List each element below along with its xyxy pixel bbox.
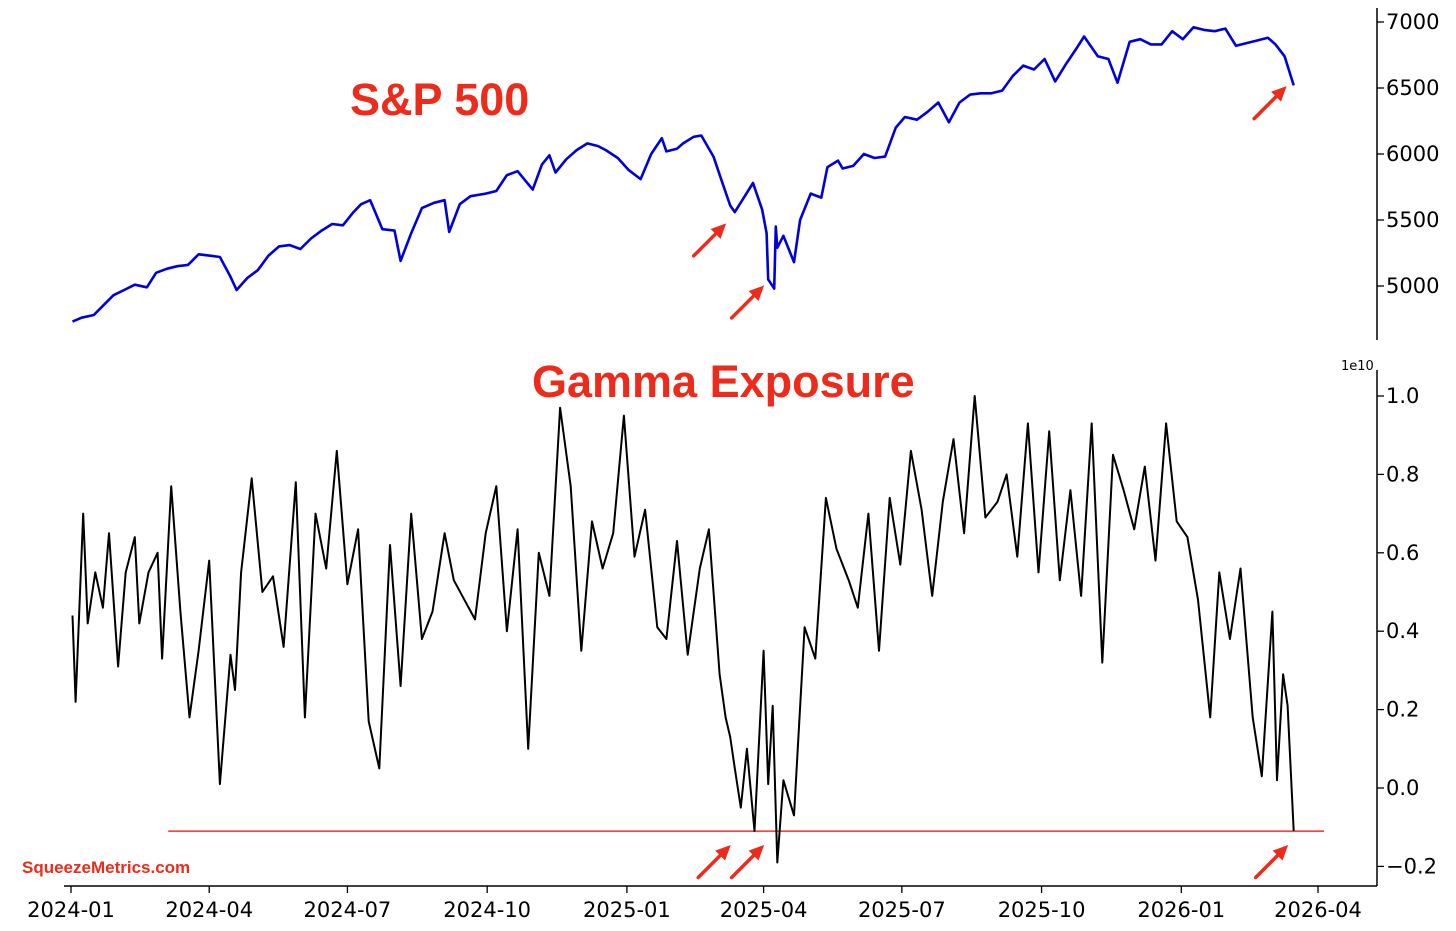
gamma-exposure-title: Gamma Exposure — [532, 356, 915, 407]
x-tick-label: 2026-04 — [1274, 898, 1362, 922]
x-tick-label: 2025-10 — [998, 898, 1086, 922]
series-line — [71, 395, 1295, 864]
annotation-arrow — [696, 844, 731, 880]
y-offset-label: 1e10 — [1341, 359, 1374, 374]
gamma-exposure-panel: −0.2 0.0 0.2 0.4 0.6 0.8 1.0 1e10 — [71, 359, 1437, 886]
y-tick-label: 1.0 — [1386, 384, 1419, 408]
series-line — [71, 25, 1295, 323]
y-tick-label: 0.8 — [1386, 462, 1419, 486]
annotation-arrows — [691, 86, 1289, 880]
annotation-arrow — [1253, 844, 1289, 880]
x-tick-label: 2024-04 — [165, 898, 253, 922]
annotation-arrow — [691, 223, 727, 258]
y-tick-label: 0.4 — [1386, 619, 1419, 643]
x-tick-label: 2024-10 — [443, 898, 531, 922]
x-tick-label: 2025-07 — [858, 898, 946, 922]
y-tick-label: 6000 — [1386, 142, 1439, 166]
x-tick-label: 2025-01 — [583, 898, 671, 922]
y-tick-label: 7000 — [1386, 10, 1439, 34]
y-tick-label: 0.0 — [1386, 776, 1419, 800]
sp500-panel: 5000 5500 6000 6500 7000 — [71, 8, 1439, 340]
x-axis: 2024-01 2024-04 2024-07 2024-10 2025-01 2025-… — [27, 885, 1377, 922]
annotation-arrow — [729, 844, 765, 880]
x-tick-label: 2024-01 — [27, 898, 115, 922]
annotation-arrow — [729, 285, 765, 320]
y-tick-label: 5000 — [1386, 274, 1439, 298]
x-tick-label: 2024-07 — [304, 898, 392, 922]
sp500-title: S&P 500 — [350, 74, 530, 125]
x-tick-label: 2026-01 — [1137, 898, 1225, 922]
x-tick-label: 2025-04 — [720, 898, 808, 922]
source-label: SqueezeMetrics.com — [22, 858, 191, 877]
y-tick-label: −0.2 — [1386, 854, 1437, 878]
annotation-arrow — [1252, 86, 1287, 121]
y-tick-label: 6500 — [1386, 76, 1439, 100]
y-tick-label: 0.2 — [1386, 698, 1419, 722]
y-tick-label: 5500 — [1386, 208, 1439, 232]
y-tick-label: 0.6 — [1386, 541, 1419, 565]
